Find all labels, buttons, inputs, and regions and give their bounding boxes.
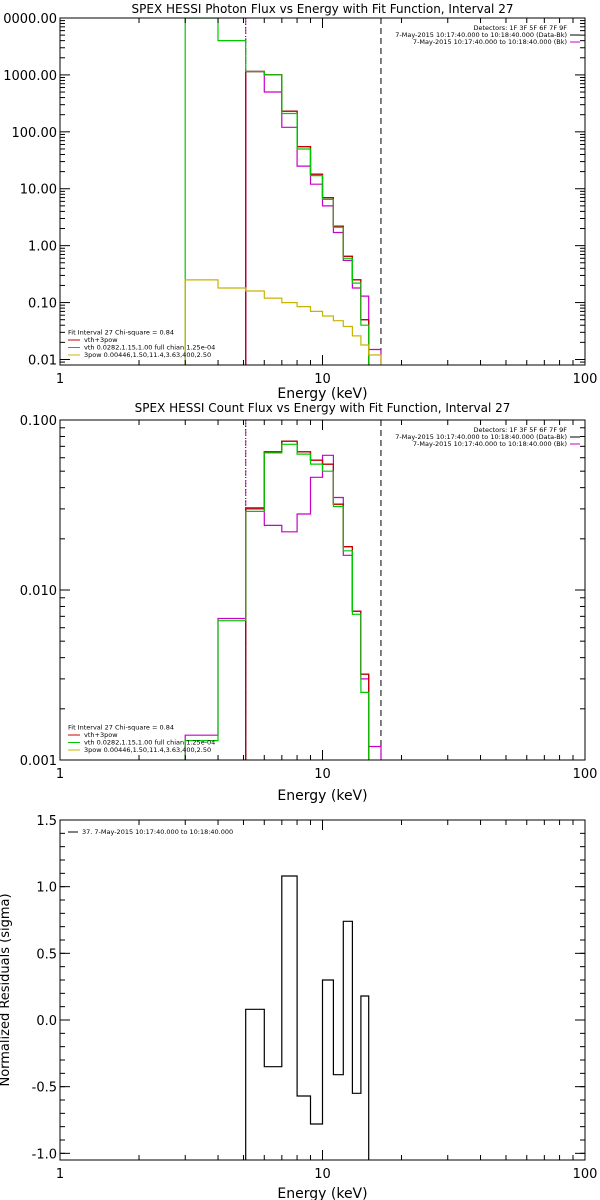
x-tick-label: 1 (56, 1167, 64, 1182)
x-axis-label: Energy (keV) (277, 788, 367, 804)
fit-legend: Fit Interval 27 Chi-square = 0.84vth+3po… (68, 724, 215, 754)
x-axis: 1 10 100 Energy (keV) (56, 820, 598, 1200)
y-tick-label: 0.010 (20, 584, 57, 599)
fit-legend-entry: vth 0.0282,1.15,1.00 full chian 1.25e-04 (84, 344, 215, 352)
y-tick-label: 1.00 (28, 240, 57, 255)
count-flux-panel: 1 10 100 Energy (keV) 0.001 0.010 0.100 SPEX HE… (20, 401, 598, 804)
plot-area (245, 875, 382, 1160)
y-tick-label: 100.00 (12, 126, 58, 141)
y-axis: 0.001 0.010 0.100 (20, 414, 585, 769)
y-tick-label: 0000.00 (3, 12, 57, 27)
fit-legend-entry: Fit Interval 27 Chi-square = 0.84 (68, 724, 174, 732)
x-tick-label: 1 (56, 767, 64, 782)
x-tick-label: 100 (573, 1167, 598, 1182)
x-tick-label: 100 (573, 372, 598, 387)
series-1-line (245, 70, 382, 365)
y-tick-label: 1000.00 (3, 69, 57, 84)
plot-area (184, 18, 382, 365)
legend-entry: Detectors: 1F 3F 5F 6F 7F 9F (473, 426, 567, 434)
legend-entry: 7-May-2015 10:17:40.000 to 10:18:40.000 … (413, 38, 567, 46)
y-tick-label: 1.0 (36, 881, 57, 896)
legend: 37. 7-May-2015 10:17:40.000 to 10:18:40.… (68, 828, 233, 836)
x-tick-label: 100 (573, 767, 598, 782)
fit-legend: Fit Interval 27 Chi-square = 0.84vth+3po… (68, 329, 215, 359)
plot-area (184, 420, 382, 760)
fit-legend-entry: vth 0.0282,1.15,1.00 full chian 1.25e-04 (84, 739, 215, 747)
x-axis-label: Energy (keV) (277, 1186, 367, 1200)
x-tick-label: 10 (314, 1167, 331, 1182)
fit-legend-entry: vth+3pow (84, 336, 118, 344)
y-tick-label: 10.00 (20, 183, 57, 198)
y-axis: 0.01 0.10 1.00 10.00 100.00 1000.00 0000.00 (3, 12, 585, 368)
legend: Detectors: 1F 3F 5F 6F 7F 9F7-May-2015 1… (395, 426, 580, 448)
y-tick-label: 0.100 (20, 414, 57, 429)
legend-entry: 37. 7-May-2015 10:17:40.000 to 10:18:40.… (82, 828, 233, 836)
legend-entry: 7-May-2015 10:17:40.000 to 10:18:40.000 … (395, 433, 567, 441)
residuals-panel: 1 10 100 Energy (keV) -1.0 -0.5 0.0 0.5 1.0 1.5 No… (0, 814, 597, 1200)
series-0-line (245, 875, 382, 1160)
fit-legend-entry: vth+3pow (84, 731, 118, 739)
series-2-line (245, 70, 370, 365)
series-4-line (184, 279, 382, 365)
y-tick-label: 0.01 (28, 353, 57, 368)
y-axis-label: Normalized Residuals (sigma) (0, 893, 13, 1086)
fit-legend-entry: 3pow 0.00446,1.50,11.4,3.63,400,2.50 (84, 746, 211, 754)
legend-entry: Detectors: 1F 3F 5F 6F 7F 9F (473, 24, 567, 32)
x-tick-label: 10 (314, 372, 331, 387)
y-tick-label: -0.5 (32, 1081, 57, 1096)
y-tick-label: 0.5 (36, 947, 57, 962)
photon-flux-panel: 1 10 100 Energy (keV) 0.01 0.10 1.00 10.00 100.0… (3, 2, 597, 402)
chart-title: SPEX HESSI Count Flux vs Energy with Fit… (135, 401, 511, 415)
series-3-line (184, 18, 370, 365)
series-2-line (245, 440, 370, 760)
series-0-line (245, 70, 370, 365)
y-tick-label: 0.10 (28, 297, 57, 312)
x-tick-label: 10 (314, 767, 331, 782)
y-tick-label: -1.0 (32, 1147, 57, 1162)
fit-legend-entry: Fit Interval 27 Chi-square = 0.84 (68, 329, 174, 337)
x-tick-label: 1 (56, 372, 64, 387)
x-axis: 1 10 100 Energy (keV) (56, 420, 598, 804)
y-tick-label: 1.5 (36, 814, 57, 829)
x-axis-label: Energy (keV) (277, 386, 367, 402)
y-tick-label: 0.001 (20, 754, 57, 769)
chart-title: SPEX HESSI Photon Flux vs Energy with Fi… (132, 2, 514, 16)
legend-entry: 7-May-2015 10:17:40.000 to 10:18:40.000 … (395, 31, 567, 39)
legend: Detectors: 1F 3F 5F 6F 7F 9F7-May-2015 1… (395, 24, 580, 46)
legend-entry: 7-May-2015 10:17:40.000 to 10:18:40.000 … (413, 440, 567, 448)
y-tick-label: 0.0 (36, 1014, 57, 1029)
series-3-line (184, 443, 370, 760)
y-axis: -1.0 -0.5 0.0 0.5 1.0 1.5 Normalized Residuals… (0, 814, 585, 1162)
series-1-line (184, 454, 382, 760)
fit-legend-entry: 3pow 0.00446,1.50,11.4,3.63,400,2.50 (84, 351, 211, 359)
